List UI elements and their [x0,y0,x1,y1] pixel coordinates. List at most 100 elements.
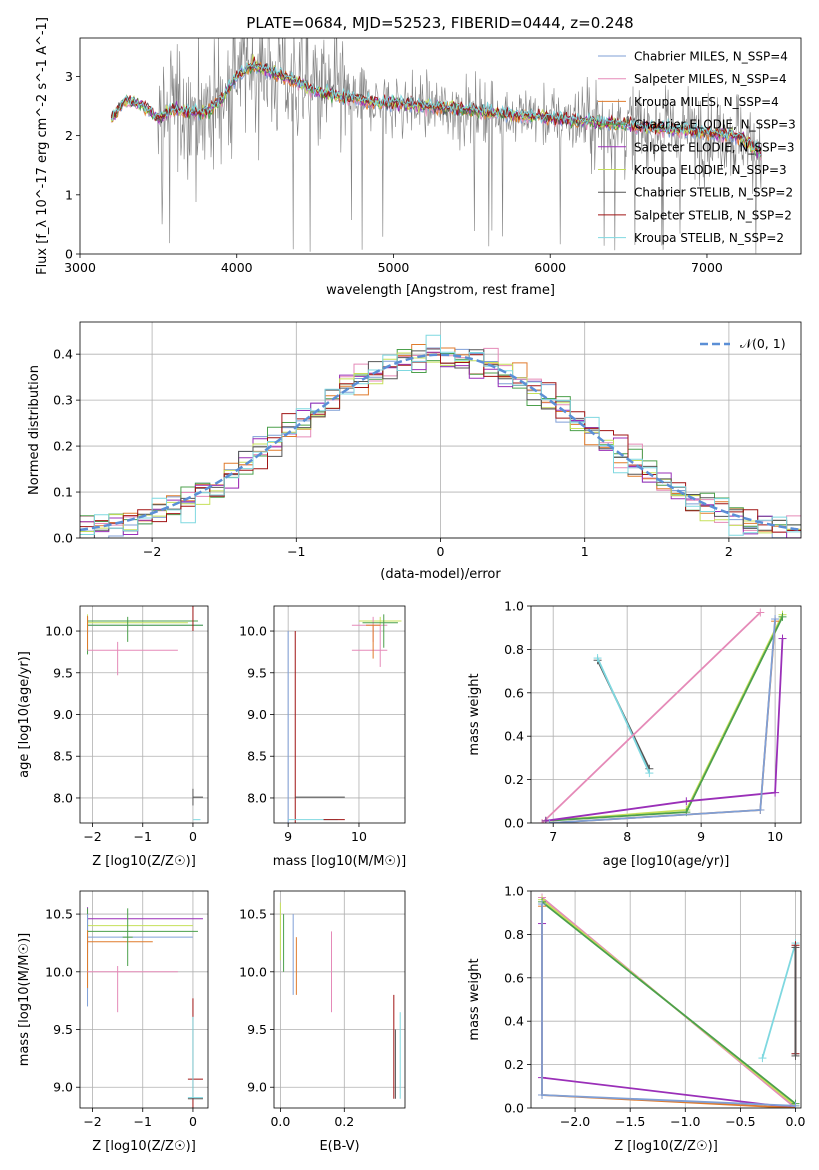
age-z-point-5 [87,616,203,642]
x-tick-label: 9 [284,829,292,844]
panel-7: 0.0 0.2 9.0 9.5 10.0 10.5 E(B-V) [239,890,406,1154]
age-mass-point-3 [362,614,398,648]
y-tick-label: 3 [65,69,73,84]
x-tick-label: 10 [767,829,783,844]
axes-frame [273,605,406,824]
panel-4: 9 10 8.0 8.5 9.0 9.5 10.0 mass [log10(M/M☉)] [239,605,406,869]
x-axis-label: Z [log10(Z/Z☉)] [614,1139,718,1154]
plot-area [80,334,801,538]
y-tick-label: 0.0 [53,531,73,546]
x-axis-label: E(B-V) [319,1139,359,1154]
x-tick-label: 8 [623,829,631,844]
legend-label: Kroupa MILES, N_SSP=4 [634,95,779,109]
y-axis-label: age [log10(age/yr)] [17,651,32,778]
axes-frame [79,321,802,539]
mass-z-point-6 [87,966,178,1013]
mass-z-point-7 [122,908,133,967]
x-axis-label: Z [log10(Z/Z☉)] [92,854,196,869]
y-tick-label: 0.0 [504,1101,524,1116]
age-mass-point-10 [366,624,381,659]
x-tick-label: 10 [351,829,367,844]
plot-area [87,907,203,1108]
age-mass-point-1 [358,616,402,626]
weight-age-line-5 [545,616,784,822]
y-tick-label: 10.0 [239,624,267,639]
weight-z-line-7 [761,942,797,1059]
legend-label: Chabrier ELODIE, N_SSP=3 [634,118,796,132]
axes-frame [79,890,209,1109]
x-tick-label: −1.0 [670,1114,700,1129]
y-tick-label: 0.2 [504,772,524,787]
y-tick-label: 9.5 [53,1022,73,1037]
data-spectrum [111,38,762,254]
x-tick-label: 2 [725,544,733,559]
mass-z-point-2 [87,914,193,938]
y-tick-label: 10.0 [45,624,73,639]
gridlines [274,606,405,823]
model-spectrum-9 [110,60,762,158]
residual-histogram-8 [80,354,801,533]
x-tick-label: 0.2 [334,1114,354,1129]
x-tick-label: −2.0 [560,1114,590,1129]
y-tick-label: 9.0 [53,707,73,722]
x-tick-label: −0.5 [725,1114,755,1129]
x-tick-label: 4000 [221,260,253,275]
axes-frame [79,605,209,824]
y-tick-label: 0.6 [504,685,524,700]
x-tick-label: 0 [437,544,445,559]
y-axis-label: Normed distribution [27,365,42,495]
axes-frame [530,605,802,824]
axes-frame [530,890,802,1109]
x-axis-label: age [log10(age/yr)] [603,854,730,869]
legend: 𝒩(0, 1) [700,336,786,351]
y-tick-label: 0.4 [53,347,73,362]
legend-label: Chabrier MILES, N_SSP=4 [634,50,788,64]
x-axis-label: Z [log10(Z/Z☉)] [92,1139,196,1154]
age-z-point-2 [87,614,188,632]
age-z-point-7 [192,788,203,806]
x-tick-label: −1.5 [615,1114,645,1129]
x-tick-label: 9 [697,829,705,844]
weight-age-line-6 [545,638,784,822]
y-tick-label: 0 [65,247,73,262]
y-tick-label: 8.0 [53,790,73,805]
legend-label: Chabrier STELIB, N_SSP=2 [634,186,793,200]
panel-3: −2 −1 0 8.0 8.5 9.0 9.5 10.0 Z [log10(Z/Z☉)] age … [17,605,209,869]
residual-histogram-9 [80,334,801,536]
y-tick-label: 9.0 [53,1080,73,1095]
x-axis-label: wavelength [Angstrom, rest frame] [326,283,555,298]
x-axis-label: (data-model)/error [380,567,501,582]
panel-1: 3000 4000 5000 6000 7000 0 1 2 3 wavelength [Angs… [35,17,802,298]
legend-label: Salpeter MILES, N_SSP=4 [634,72,787,86]
x-tick-label: −2 [143,544,161,559]
weight-age-line-2 [596,657,651,774]
x-tick-label: 0.0 [786,1114,806,1129]
age-z-point-4 [87,641,178,676]
weight-z-line-4 [541,923,796,1108]
y-tick-label: 9.5 [53,665,73,680]
gridlines [531,605,801,824]
y-tick-label: 10.0 [45,964,73,979]
y-axis-label: mass weight [467,673,482,755]
x-tick-label: 7 [549,829,557,844]
y-tick-label: 0.2 [53,439,73,454]
x-tick-label: 0 [189,1114,197,1129]
mass-z-point-8 [187,998,203,1108]
x-tick-label: −2 [83,1114,101,1129]
normal-curve [80,353,801,532]
x-tick-label: 7000 [691,260,723,275]
y-tick-label: 9.5 [247,665,267,680]
y-tick-label: 0.3 [53,393,73,408]
x-tick-label: −2 [83,829,101,844]
panel-8: −2.0 −1.5 −1.0 −0.5 0.0 0.0 0.2 0.4 0.6 0.8 1.0 Z [… [467,884,805,1155]
plot-area [279,902,401,1099]
x-tick-label: −1 [134,1114,152,1129]
y-tick-label: 0.0 [504,816,524,831]
legend-label: Kroupa ELODIE, N_SSP=3 [634,163,787,177]
panel-5: 7 8 9 10 0.0 0.2 0.4 0.6 0.8 1.0 age [log10(age/yr… [467,599,802,869]
y-axis-label: Flux [f_λ 10^-17 erg cm^-2 s^-1 A^-1] [35,17,50,275]
mass-z-point-4 [87,914,193,1007]
gridlines [274,891,405,1108]
weight-z-line-3 [541,901,797,1105]
